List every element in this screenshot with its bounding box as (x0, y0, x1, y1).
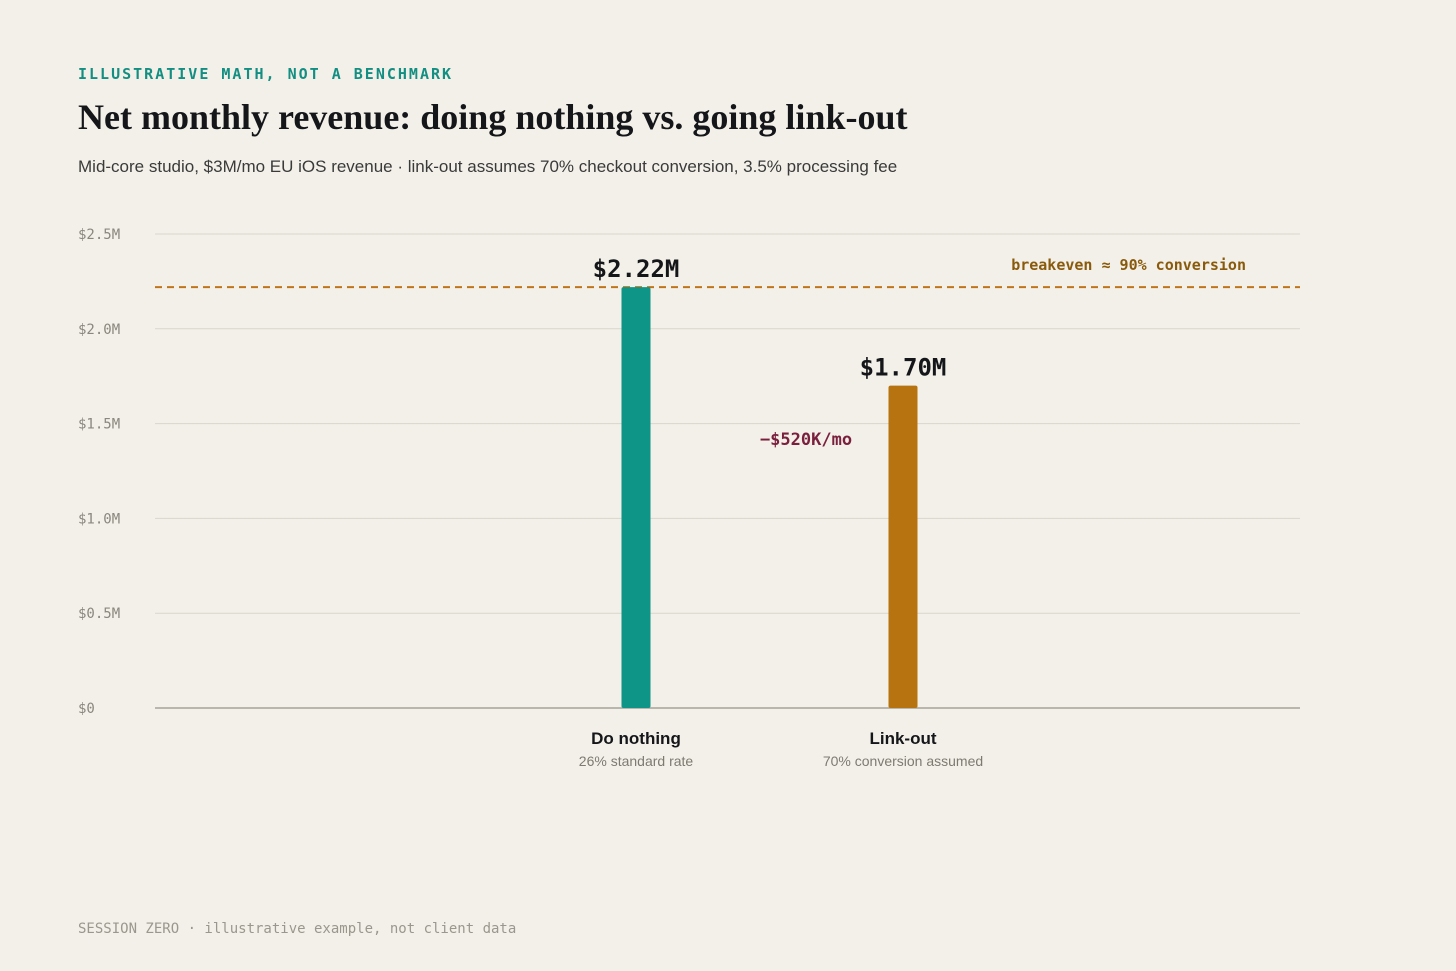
category-sublabel: 70% conversion assumed (823, 753, 983, 769)
y-tick-label: $2.5M (78, 227, 120, 243)
y-tick-label: $1.5M (78, 417, 120, 433)
bar-do-nothing (621, 287, 651, 708)
breakeven-label: breakeven ≈ 90% conversion (1011, 256, 1246, 274)
eyebrow-label: ILLUSTRATIVE MATH, NOT A BENCHMARK (78, 65, 454, 83)
category-sublabel: 26% standard rate (579, 753, 694, 769)
bar-link-out (888, 385, 918, 708)
y-tick-label: $1.0M (78, 511, 120, 527)
y-tick-label: $0 (78, 701, 95, 717)
bar-value-label: $1.70M (860, 354, 947, 382)
bar-chart: $0 $0.5M $1.0M $1.5M $2.0M $2.5M breakeven ≈ 9… (78, 227, 1300, 769)
y-tick-label: $0.5M (78, 606, 120, 622)
footer-credit: SESSION ZERO · illustrative example, not… (78, 921, 517, 937)
category-label: Link-out (869, 729, 936, 748)
bar-value-label: $2.22M (593, 255, 680, 283)
y-tick-label: $2.0M (78, 322, 120, 338)
chart-title: Net monthly revenue: doing nothing vs. g… (78, 97, 908, 137)
chart-subtitle: Mid-core studio, $3M/mo EU iOS revenue ·… (78, 157, 898, 176)
category-label: Do nothing (591, 729, 681, 748)
difference-annotation: −$520K/mo (760, 430, 852, 450)
